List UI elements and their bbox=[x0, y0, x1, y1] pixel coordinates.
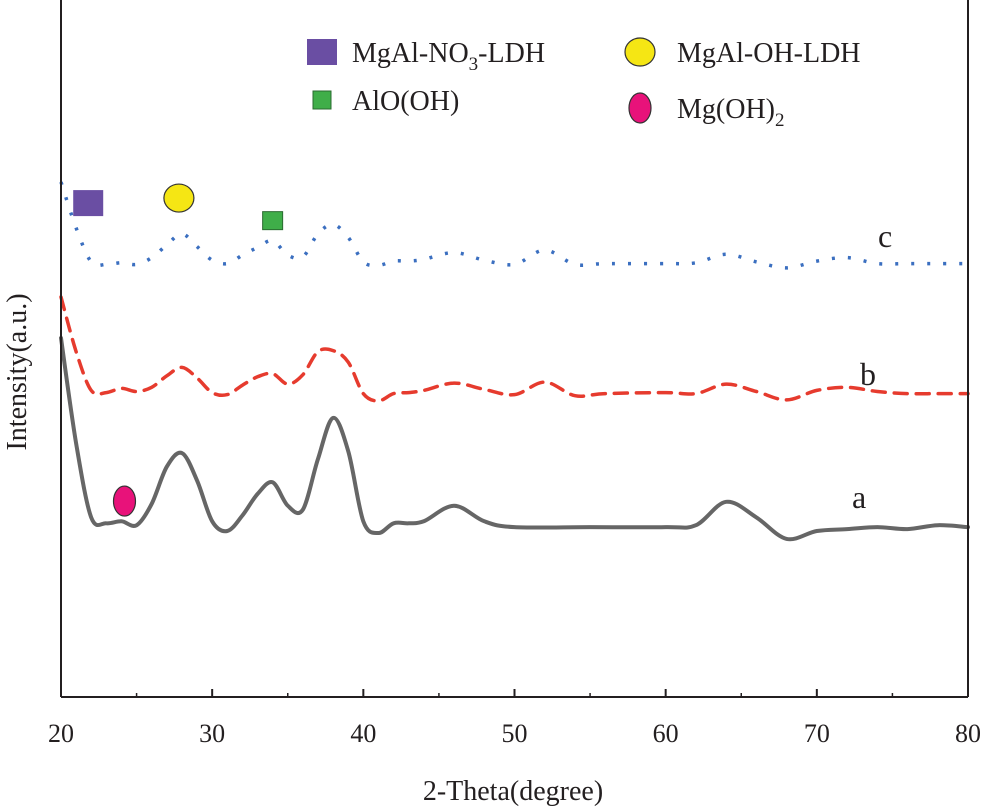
peak-marker-ellipse-3 bbox=[112, 485, 137, 517]
x-tick-label: 50 bbox=[502, 719, 528, 748]
curve-label-a: a bbox=[852, 479, 866, 515]
legend: MgAl-NO3-LDH MgAl-OH-LDH AlO(OH) Mg(OH)2 bbox=[307, 37, 861, 131]
x-tick-label: 20 bbox=[48, 719, 74, 748]
peak-marker-square-0 bbox=[73, 190, 104, 217]
legend-label-2: AlO(OH) bbox=[352, 86, 459, 117]
legend-label-0: MgAl-NO3-LDH bbox=[352, 38, 545, 75]
x-tick-label: 70 bbox=[804, 719, 830, 748]
legend-marker-2 bbox=[312, 90, 332, 110]
legend-marker-0 bbox=[307, 39, 337, 65]
x-tick-label: 30 bbox=[199, 719, 225, 748]
series-group bbox=[59, 181, 970, 542]
x-tick-label: 80 bbox=[955, 719, 981, 748]
x-ticks: 20 30 40 50 60 70 80 bbox=[48, 689, 981, 748]
series-c-line bbox=[59, 181, 969, 270]
y-axis-title: Intensity(a.u.) bbox=[2, 293, 33, 450]
x-tick-label: 60 bbox=[653, 719, 679, 748]
peak-marker-small-square-2 bbox=[262, 211, 284, 231]
legend-marker-1 bbox=[624, 37, 656, 67]
curve-labels: c b a bbox=[852, 218, 892, 515]
curve-label-b: b bbox=[860, 356, 876, 392]
series-b-line bbox=[59, 295, 970, 403]
legend-marker-3 bbox=[628, 92, 652, 124]
x-tick-label: 40 bbox=[350, 719, 376, 748]
series-a-line bbox=[59, 336, 970, 542]
legend-label-3: Mg(OH)2 bbox=[677, 94, 785, 131]
peak-marker-circle-1 bbox=[163, 183, 195, 213]
peak-markers bbox=[73, 183, 284, 517]
legend-label-1: MgAl-OH-LDH bbox=[677, 38, 861, 69]
x-axis-title: 2-Theta(degree) bbox=[423, 776, 603, 807]
curve-label-c: c bbox=[878, 218, 892, 254]
